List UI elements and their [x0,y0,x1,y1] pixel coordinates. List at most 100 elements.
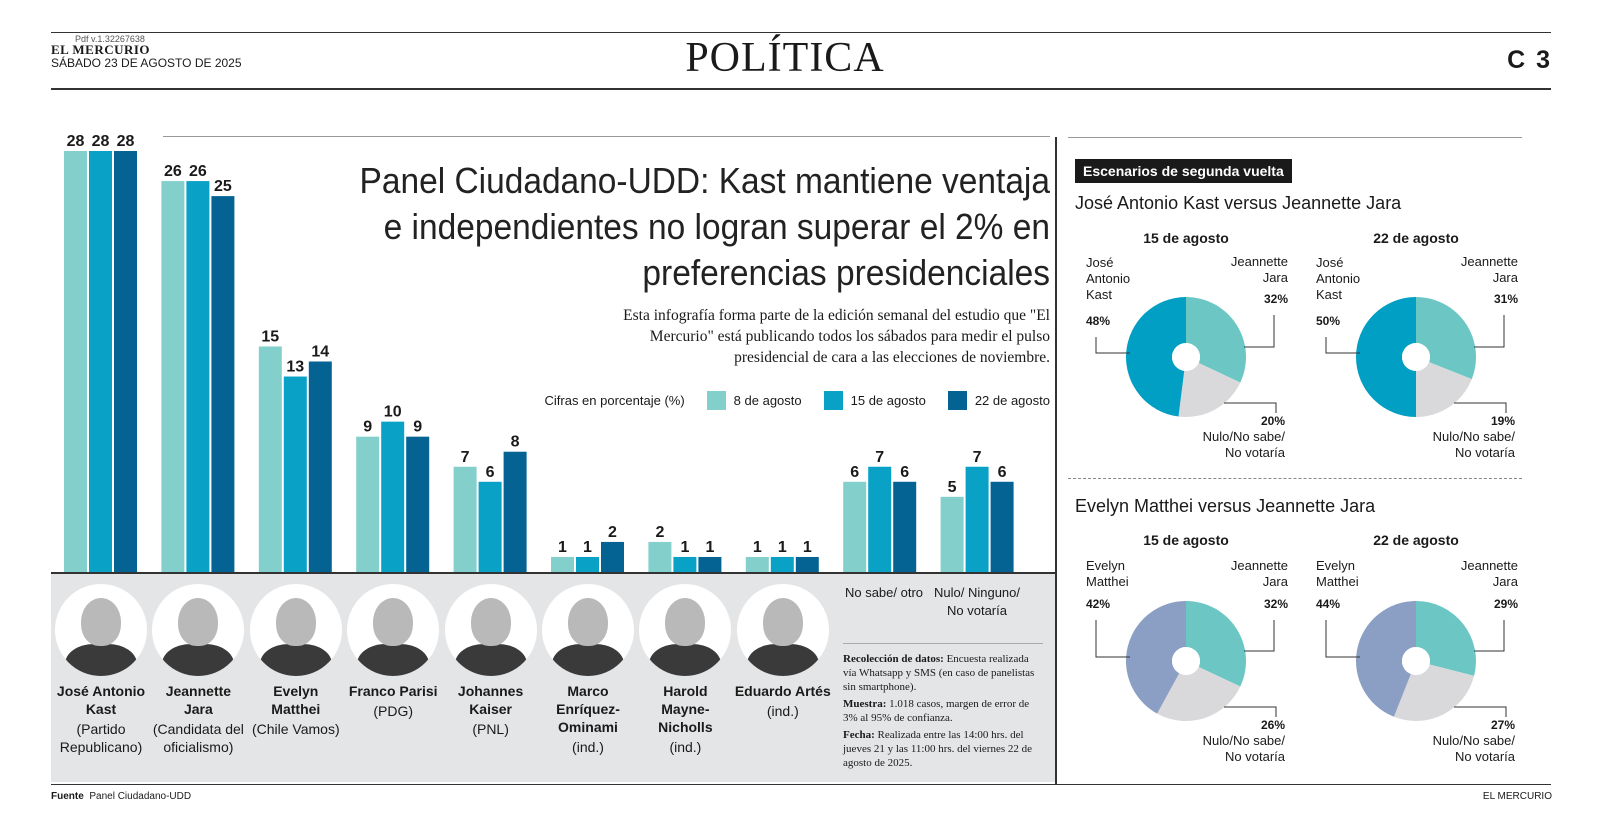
bar-value-label: 14 [311,344,329,361]
donut-hole [1172,647,1200,675]
page-number: C 3 [1507,46,1552,74]
bar-value-label: 9 [363,419,372,436]
issue-date: SÁBADO 23 DE AGOSTO DE 2025 [51,56,242,70]
candidate-card: Eduardo Artés (ind.) [735,584,831,720]
subheadline: Esta infografía forma parte de la edició… [623,307,1050,366]
donut-hole [1402,343,1430,371]
bar-2-1 [283,376,307,572]
label-nulo: Nulo/ Ninguno/ No votaría [934,585,1020,618]
bar-value-label: 5 [948,479,957,496]
bar-value-label: 2 [655,524,664,541]
headline: Panel Ciudadano-UDD: Kast mantiene venta… [359,160,1050,293]
donut-text: Antonio [1316,271,1360,286]
bar-0-1 [89,151,112,572]
candidate-name: Eduardo Artés [734,683,831,699]
label-no-sabe: No sabe/ otro [844,585,924,600]
section-title: POLÍTICA [685,35,885,81]
candidate-party: (PNL) [472,721,509,737]
bar-6-0 [648,541,672,572]
donut-slice [1416,601,1476,676]
scenarios-tag: Escenarios de segunda vuelta [1075,159,1292,183]
bar-1-1 [186,181,210,573]
candidate-card: Marco Enríquez-Ominami (ind.) [540,584,636,756]
method-collection-label: Recolección de datos: [843,653,944,665]
candidate-photo [249,584,342,676]
bar-3-2 [406,436,430,572]
donut-text: No votaría [1455,749,1516,764]
candidate-name: Jeannette Jara [165,683,232,717]
source-line: Fuente Panel Ciudadano-UDD [51,791,191,802]
bar-value-label: 6 [998,464,1007,481]
donut-text: 19% [1491,414,1515,428]
bar-0-2 [114,151,137,572]
donut-text: 42% [1086,597,1110,611]
bar-4-1 [478,481,502,572]
method-collection: Recolección de datos: Encuesta realizada… [843,652,1043,694]
candidate-party: (PDG) [373,703,414,719]
leader-line [1244,315,1275,348]
bar-value-label: 1 [778,539,787,556]
bar-value-label: 7 [875,449,884,466]
photo-shape [665,598,706,646]
bar-5-1 [576,556,599,572]
bar-value-label: 28 [117,133,135,150]
donut-text: Kast [1086,287,1112,302]
bar-value-label: 1 [803,539,812,556]
donut-hole [1402,647,1430,675]
donut-text: Nulo/No sabe/ [1433,429,1516,444]
legend-swatch [706,391,726,410]
donut-text: No votaría [1225,445,1286,460]
photo-shape [649,644,722,676]
leader-line [1224,402,1277,413]
donut-text: Jara [1263,270,1289,285]
candidate-card: Johannes Kaiser (PNL) [443,584,539,738]
candidate-card: Evelyn Matthei (Chile Vamos) [248,584,344,738]
bar-value-label: 1 [680,539,689,556]
column-divider [1055,137,1057,785]
donut-text: Jeannette [1231,254,1288,269]
scenario-title-matthei-jara: Evelyn Matthei versus Jeannette Jara [1075,496,1376,516]
donut-slice [1126,601,1186,714]
donut-text: Matthei [1316,574,1359,589]
leader-line [1325,620,1360,658]
donut-text: 22 de agosto [1373,532,1459,548]
candidate-name: Harold Mayne-Nicholls [658,683,713,735]
leader-line [1224,706,1277,717]
leader-line [1325,337,1360,354]
method-rule [843,643,1043,644]
method-collection-text: Encuesta realizada vía Whatsapp y SMS (e… [843,653,1035,693]
legend-caption: Cifras en porcentaje (%) [544,393,685,408]
donut-text: 27% [1491,718,1515,732]
bar-1-0 [161,181,185,573]
donut-text: 22 de agosto [1373,230,1459,246]
candidate-photo [347,584,440,676]
candidate-name: Franco Parisi [348,683,438,699]
legend-label: 8 de agosto [733,393,802,408]
bar-value-label: 2 [608,524,617,541]
donut-slice [1416,297,1476,380]
leader-line [1095,620,1130,658]
donut-text: 32% [1264,292,1288,306]
bar-1-2 [211,196,235,572]
donut-text: Jara [1263,574,1289,589]
donut-text: 32% [1264,597,1288,611]
donut-slice [1356,601,1416,717]
leader-line [1454,402,1507,413]
method-sample: Muestra: 1.018 casos, margen de error de… [843,697,1043,725]
donut-text: José [1316,255,1343,270]
photo-shape [357,644,430,676]
donut-slice [1186,601,1247,687]
bar-value-label: 26 [189,163,207,180]
donut-text: 15 de agosto [1143,230,1229,246]
bar-value-label: 28 [67,133,85,150]
bar-8-1 [868,466,892,572]
donut-text: Jeannette [1461,254,1518,269]
photo-shape [454,644,527,676]
candidate-party: (ind.) [766,703,799,719]
leader-line [1095,337,1130,354]
candidate-party: (Chile Vamos) [251,721,340,737]
donut-text: 48% [1086,314,1110,328]
bar-value-label: 8 [511,434,520,451]
bar-7-0 [745,556,769,572]
